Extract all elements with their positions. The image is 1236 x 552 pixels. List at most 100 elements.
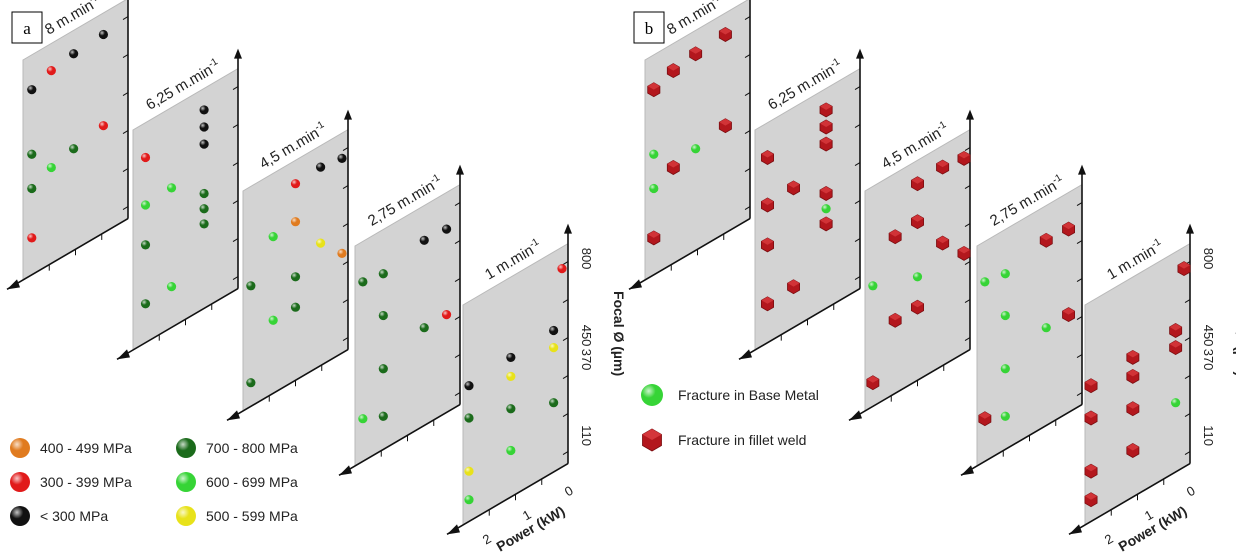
data-point-weld bbox=[866, 375, 880, 391]
data-point bbox=[506, 404, 516, 414]
focal-tick bbox=[122, 130, 129, 135]
power-axis-line bbox=[738, 287, 861, 361]
speed-plane: 2,75 m.min-1 bbox=[338, 164, 464, 477]
legend-label: Fracture in Base Metal bbox=[678, 387, 819, 403]
data-point bbox=[199, 188, 209, 199]
focal-tick-label: 450 bbox=[1201, 325, 1216, 347]
focal-tick bbox=[122, 16, 129, 21]
data-point-weld bbox=[888, 229, 902, 245]
focal-tick bbox=[854, 86, 861, 91]
data-point bbox=[358, 277, 368, 287]
focal-tick bbox=[1076, 240, 1083, 245]
focal-tick bbox=[562, 261, 569, 266]
power-axis-line bbox=[848, 348, 971, 422]
focal-tick bbox=[454, 278, 461, 283]
data-point-weld bbox=[1177, 261, 1191, 277]
panel-label: a bbox=[23, 19, 31, 38]
data-point bbox=[337, 153, 347, 163]
data-point-base bbox=[1000, 364, 1010, 374]
legend-marker bbox=[10, 472, 30, 492]
focal-tick bbox=[964, 185, 971, 190]
data-point bbox=[140, 299, 151, 309]
power-axis-line bbox=[6, 217, 129, 291]
data-point bbox=[46, 162, 56, 173]
data-point bbox=[46, 66, 56, 76]
data-point-weld bbox=[888, 312, 902, 328]
data-point-weld bbox=[1062, 221, 1075, 237]
plane-surface bbox=[242, 128, 349, 412]
legend-marker bbox=[176, 472, 196, 492]
data-point bbox=[290, 179, 301, 189]
power-axis-arrow bbox=[339, 465, 352, 476]
data-point bbox=[268, 232, 278, 242]
focal-tick bbox=[562, 375, 569, 380]
focal-tick bbox=[562, 337, 569, 342]
focal-axis-arrow bbox=[456, 164, 464, 175]
focal-tick bbox=[562, 299, 569, 304]
focal-tick bbox=[1184, 451, 1191, 456]
focal-tick bbox=[342, 337, 349, 342]
focal-tick bbox=[454, 202, 461, 207]
data-point bbox=[441, 310, 452, 320]
panel-label-box bbox=[633, 11, 665, 44]
data-point-weld bbox=[1126, 368, 1140, 384]
legend-label: 600 - 699 MPa bbox=[206, 474, 298, 490]
data-point-weld bbox=[647, 82, 661, 98]
focal-tick bbox=[964, 147, 971, 152]
data-point bbox=[69, 144, 79, 154]
data-point-base bbox=[691, 144, 701, 154]
focal-tick bbox=[342, 223, 349, 228]
data-point bbox=[419, 323, 429, 333]
data-point bbox=[441, 224, 452, 234]
focal-axis-arrow bbox=[234, 48, 242, 59]
plane-surface bbox=[864, 128, 971, 412]
data-point-weld bbox=[689, 46, 703, 62]
data-point bbox=[464, 495, 474, 505]
data-point-weld bbox=[761, 150, 774, 165]
focal-tick bbox=[1076, 202, 1083, 207]
focal-axis-arrow bbox=[1078, 164, 1086, 175]
data-point bbox=[316, 238, 326, 248]
data-point bbox=[549, 325, 559, 336]
data-point-weld bbox=[666, 63, 680, 79]
legend-marker-base bbox=[641, 384, 663, 406]
data-point bbox=[506, 352, 516, 363]
panel-label-box bbox=[11, 11, 43, 44]
data-point bbox=[464, 381, 474, 391]
focal-tick bbox=[1184, 413, 1191, 418]
data-point bbox=[506, 371, 516, 382]
data-point bbox=[246, 378, 256, 388]
data-point bbox=[199, 122, 209, 132]
focal-tick bbox=[122, 206, 129, 211]
focal-tick bbox=[562, 451, 569, 456]
data-point-base bbox=[868, 281, 878, 291]
data-point-weld bbox=[911, 176, 924, 192]
data-point bbox=[506, 445, 516, 456]
focal-tick-label: 450 bbox=[579, 325, 594, 347]
focal-tick bbox=[562, 413, 569, 418]
focal-tick bbox=[232, 162, 239, 167]
data-point bbox=[378, 310, 388, 321]
focal-tick bbox=[854, 238, 861, 243]
data-point bbox=[98, 29, 108, 40]
focal-tick bbox=[964, 223, 971, 228]
data-point bbox=[199, 204, 209, 214]
data-point bbox=[140, 200, 151, 210]
focal-tick-label: 800 bbox=[579, 248, 594, 270]
speed-plane: 2,75 m.min-1 bbox=[960, 164, 1086, 477]
focal-tick bbox=[744, 92, 751, 97]
data-point-weld bbox=[761, 197, 774, 213]
data-point bbox=[27, 233, 37, 243]
focal-axis-label: Focal Ø (µm) bbox=[611, 291, 627, 376]
data-point bbox=[290, 217, 301, 227]
data-point bbox=[290, 272, 301, 282]
data-point bbox=[358, 414, 368, 424]
focal-tick bbox=[744, 16, 751, 21]
legend: Fracture in Base Metal Fracture in fillet… bbox=[641, 384, 819, 452]
data-point-weld bbox=[819, 136, 833, 152]
power-axis-arrow bbox=[961, 465, 974, 476]
data-point bbox=[69, 49, 79, 59]
power-axis-line bbox=[338, 403, 461, 477]
